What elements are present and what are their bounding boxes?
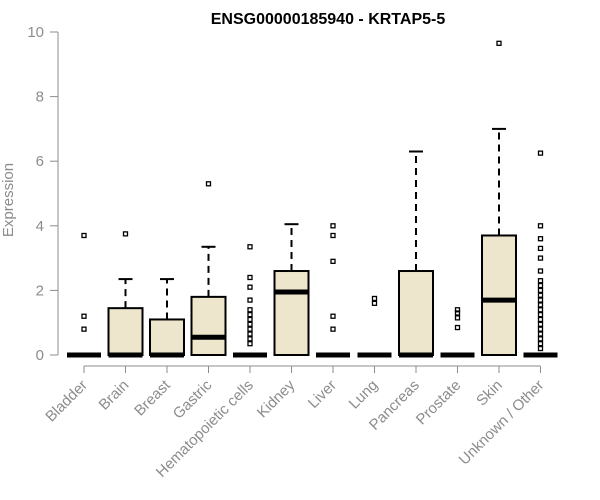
outlier-point xyxy=(454,315,461,321)
outlier-point xyxy=(537,287,544,294)
box-unknown-other xyxy=(523,150,558,358)
outlier-point xyxy=(454,307,461,313)
outlier-point xyxy=(537,236,544,242)
outlier-point xyxy=(537,341,544,347)
outlier-point xyxy=(537,278,544,284)
outlier-point xyxy=(81,326,87,332)
x-tick-label: Breast xyxy=(131,376,174,419)
outlier-point xyxy=(247,336,253,342)
outlier-point xyxy=(537,345,544,352)
x-tick-label: Brain xyxy=(96,377,133,414)
outlier-point xyxy=(537,311,544,318)
outlier-point xyxy=(81,232,87,239)
box-hematopoietic-cells xyxy=(233,244,267,358)
outlier-point xyxy=(537,302,544,308)
outlier-point xyxy=(330,326,336,332)
outlier-point xyxy=(537,292,544,298)
x-tick-label: Skin xyxy=(473,377,506,410)
outlier-point xyxy=(247,331,253,337)
outlier-point xyxy=(537,307,544,313)
box-lung xyxy=(357,295,392,358)
y-axis: 0 2 4 6 8 10 xyxy=(27,24,59,364)
y-tick-label: 4 xyxy=(36,218,44,235)
outlier-point xyxy=(371,300,378,306)
x-tick-label: Kidney xyxy=(254,376,299,421)
box-iqr xyxy=(273,270,310,356)
outlier-point xyxy=(537,223,544,229)
outlier-point xyxy=(537,282,544,289)
outlier-point xyxy=(537,245,544,252)
outlier-point xyxy=(537,297,544,303)
outlier-point xyxy=(247,311,253,318)
x-tick-label: Lung xyxy=(346,377,382,413)
y-tick-label: 6 xyxy=(36,153,44,170)
y-axis-label: Expression xyxy=(0,163,17,237)
outlier-point xyxy=(122,231,129,237)
outlier-point xyxy=(454,324,461,331)
outlier-point xyxy=(537,316,544,323)
outlier-point xyxy=(496,40,502,46)
outlier-point xyxy=(537,331,544,337)
box-pancreas xyxy=(398,150,434,358)
outlier-point xyxy=(330,258,336,264)
box-kidney xyxy=(273,223,310,356)
y-tick-label: 8 xyxy=(36,89,44,106)
outlier-point xyxy=(247,326,253,332)
chart-title: ENSG00000185940 - KRTAP5-5 xyxy=(211,11,446,28)
box-iqr xyxy=(190,295,227,356)
outlier-point xyxy=(537,268,544,274)
y-tick-label: 0 xyxy=(36,347,44,364)
x-tick-label: Prostate xyxy=(413,377,465,429)
box-iqr xyxy=(481,234,517,357)
box-prostate xyxy=(440,307,475,358)
box-iqr xyxy=(149,318,185,356)
y-tick-label: 10 xyxy=(27,24,44,41)
outlier-point xyxy=(371,295,378,302)
outlier-point xyxy=(537,336,544,342)
x-tick-label: Liver xyxy=(305,377,340,412)
outlier-point xyxy=(537,326,544,332)
box-gastric xyxy=(190,181,227,356)
x-tick-label: Bladder xyxy=(42,377,91,426)
outlier-point xyxy=(247,341,253,347)
box-group xyxy=(67,40,558,358)
outlier-point xyxy=(81,313,87,319)
outlier-point xyxy=(247,321,253,327)
outlier-point xyxy=(330,232,336,239)
outlier-point xyxy=(537,255,544,261)
outlier-point xyxy=(330,223,336,229)
outlier-point xyxy=(330,313,336,319)
box-iqr xyxy=(398,270,434,356)
y-tick-label: 2 xyxy=(36,282,44,299)
box-breast xyxy=(149,278,185,358)
outlier-point xyxy=(537,321,544,327)
outlier-point xyxy=(247,244,253,250)
outlier-point xyxy=(537,150,544,156)
box-bladder xyxy=(67,232,101,358)
box-iqr xyxy=(107,307,144,357)
outlier-point xyxy=(247,307,253,313)
outlier-point xyxy=(454,310,461,316)
box-brain xyxy=(107,231,144,358)
outlier-point xyxy=(205,181,212,187)
outlier-point xyxy=(247,297,253,303)
box-skin xyxy=(481,40,517,357)
outlier-point xyxy=(247,274,253,281)
outlier-point xyxy=(247,316,253,323)
outlier-point xyxy=(247,284,253,290)
box-liver xyxy=(316,223,350,358)
